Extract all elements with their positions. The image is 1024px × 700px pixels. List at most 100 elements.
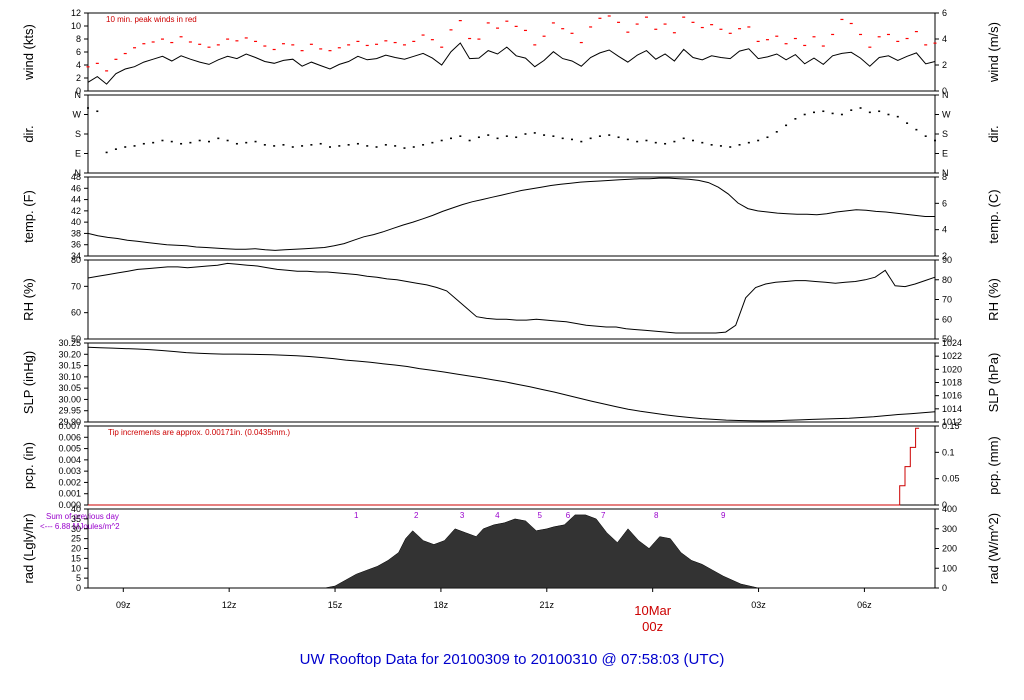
direction-point xyxy=(552,135,555,137)
direction-point xyxy=(729,146,732,148)
wind-peak-point xyxy=(254,40,258,43)
wind-peak-point xyxy=(523,29,527,32)
rh-left-tick-label: 50 xyxy=(71,334,81,344)
rad-left-axis-label: rad (Lgly/hr) xyxy=(21,513,36,583)
time-tick-label: 03z xyxy=(751,600,766,610)
temp-right-axis-label: temp. (C) xyxy=(986,189,1001,243)
wind-peak-point xyxy=(719,28,723,30)
time-tick-label: 09z xyxy=(116,600,131,610)
wind-peak-point xyxy=(412,40,416,43)
dir-right-tick-label: N xyxy=(942,168,949,178)
direction-point xyxy=(124,146,127,148)
wind-peak-point xyxy=(514,25,518,27)
direction-point xyxy=(487,134,490,136)
slp-right-tick-label: 1014 xyxy=(942,404,962,414)
direction-point xyxy=(589,137,592,140)
direction-point xyxy=(533,132,536,134)
direction-point xyxy=(738,144,741,146)
direction-point xyxy=(645,139,648,142)
rad-hour-marker: 9 xyxy=(721,511,726,520)
wind-peak-point xyxy=(123,52,127,55)
relative-humidity-panel: 50 60 70 80 50 60 70 80 90 RH (%) RH (%) xyxy=(21,255,1001,344)
rad-left-tick-label: 30 xyxy=(71,524,81,534)
slp-left-tick-label: 30.10 xyxy=(58,372,81,382)
wind-peak-point xyxy=(663,23,667,25)
wind-peak-point xyxy=(551,22,555,24)
direction-point xyxy=(114,148,117,150)
rad-right-tick-label: 400 xyxy=(942,504,957,514)
wind-peak-point xyxy=(710,24,714,26)
wind-peak-point xyxy=(886,33,890,36)
rh-right-tick-label: 90 xyxy=(942,255,952,265)
slp-right-tick-label: 1022 xyxy=(942,351,962,361)
radiation-panel: Sum of previous day <--- 6.88 MJoules/m^… xyxy=(21,504,1001,593)
wind-peak-point xyxy=(170,41,174,44)
time-tick-label: 18z xyxy=(434,600,449,610)
rad-sum-label: Sum of previous day xyxy=(46,512,119,521)
wind-peak-point xyxy=(402,44,406,46)
direction-point xyxy=(133,145,136,147)
pcp-right-tick-label: 0 xyxy=(942,500,947,510)
wind-peak-point xyxy=(570,32,574,34)
wind-peak-point xyxy=(440,46,444,48)
rh-left-tick-label: 60 xyxy=(71,308,81,318)
direction-point xyxy=(375,146,378,148)
rad-right-axis-label: rad (W/m^2) xyxy=(986,513,1001,584)
rad-left-tick-label: 40 xyxy=(71,504,81,514)
rh-frame xyxy=(87,259,936,340)
temp-left-tick-label: 34 xyxy=(71,251,81,261)
direction-point xyxy=(868,111,871,114)
dir-right-axis-label: dir. xyxy=(986,125,1001,142)
wind-peak-point xyxy=(812,36,816,38)
rad-left-tick-label: 25 xyxy=(71,534,81,544)
temp-left-axis-label: temp. (F) xyxy=(21,190,36,243)
wind-peak-point xyxy=(607,15,611,17)
wind-peak-point xyxy=(393,41,397,44)
wind-right-tick-label: 2 xyxy=(942,60,947,70)
direction-point xyxy=(431,141,434,144)
direction-point xyxy=(291,146,294,148)
direction-point xyxy=(263,144,266,146)
direction-point xyxy=(189,141,192,144)
temp-left-tick-label: 40 xyxy=(71,217,81,227)
pcp-left-tick-label: 0.005 xyxy=(58,444,81,454)
direction-point xyxy=(598,135,601,137)
wind-peak-point xyxy=(216,44,220,46)
wind-right-tick-label: 6 xyxy=(942,8,947,18)
wind-peak-point xyxy=(933,42,937,44)
radiation-area xyxy=(324,514,759,589)
temp-left-tick-label: 46 xyxy=(71,183,81,193)
pcp-left-tick-label: 0.001 xyxy=(58,489,81,499)
wind-peak-point xyxy=(244,37,248,39)
direction-point xyxy=(692,139,694,142)
wind-peak-point xyxy=(468,37,472,40)
rh-left-tick-label: 70 xyxy=(71,281,81,291)
wind-peak-point xyxy=(793,37,797,40)
direction-point xyxy=(450,137,452,140)
slp-right-tick-label: 1016 xyxy=(942,391,962,401)
direction-point xyxy=(245,141,248,144)
slp-line xyxy=(87,346,936,422)
rad-hour-marker: 5 xyxy=(538,511,543,520)
direction-point xyxy=(170,140,173,143)
wind-peak-point xyxy=(309,43,313,45)
wind-peak-point xyxy=(914,30,918,33)
wind-peak-point xyxy=(375,43,379,45)
wind-peak-point xyxy=(477,38,481,40)
direction-point xyxy=(794,118,797,120)
wind-speed-line xyxy=(87,42,936,85)
wind-peak-point xyxy=(700,26,704,29)
slp-right-tick-label: 1024 xyxy=(942,338,962,348)
dir-left-axis-label: dir. xyxy=(21,125,36,142)
wind-peak-point xyxy=(533,44,537,46)
direction-point xyxy=(924,135,927,137)
pcp-left-axis-label: pcp. (in) xyxy=(21,442,36,489)
wind-peak-point xyxy=(337,47,341,49)
direction-point xyxy=(282,144,285,146)
direction-point xyxy=(96,110,99,113)
direction-point xyxy=(719,145,722,147)
wind-peak-point xyxy=(188,41,192,43)
